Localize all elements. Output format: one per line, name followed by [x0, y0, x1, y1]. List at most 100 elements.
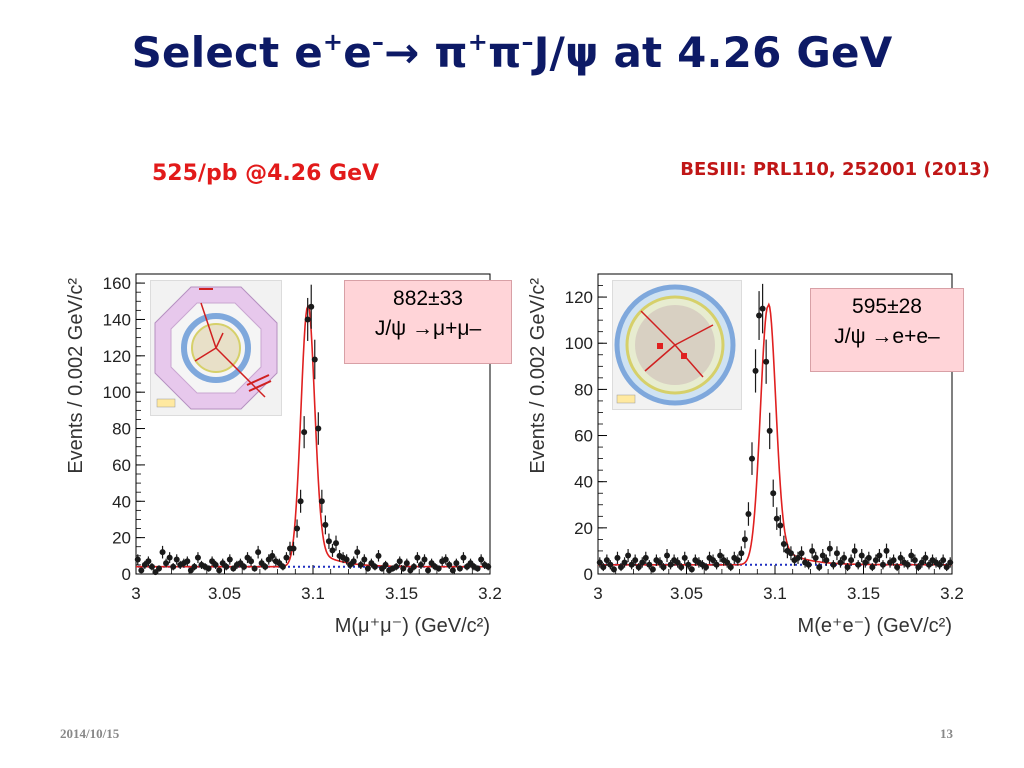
data-point	[614, 554, 621, 561]
data-point	[212, 561, 219, 568]
data-point	[403, 560, 410, 567]
data-point	[766, 427, 773, 434]
data-point	[890, 557, 897, 564]
mumu-signal-yield-box: 882±33 J/ψ →μ+μ–	[344, 280, 512, 364]
data-point	[294, 525, 301, 532]
reference-label: BESIII: PRL110, 252001 (2013)	[680, 159, 990, 180]
y-tick-label: 100	[103, 383, 131, 402]
y-tick-label: 120	[103, 347, 131, 366]
data-point	[442, 556, 449, 563]
data-point	[915, 564, 922, 571]
data-point	[702, 564, 709, 571]
data-point	[453, 560, 460, 567]
data-point	[393, 563, 400, 570]
y-axis-title: Events / 0.002 GeV/c²	[527, 278, 549, 474]
data-point	[485, 563, 492, 570]
round-event-display-icon	[612, 280, 742, 410]
y-tick-label: 40	[112, 492, 131, 511]
data-point	[897, 554, 904, 561]
data-point	[607, 561, 614, 568]
data-point	[223, 563, 230, 570]
x-tick-label: 3.1	[301, 584, 325, 603]
mumu-mass-plot: 0 20 40 60 80 100 120 140 160 3 3.05 3.1 3.15 3.2 M(μ⁺…	[62, 262, 512, 652]
x-tick-label: 3.05	[670, 584, 703, 603]
data-point	[410, 563, 417, 570]
data-point	[876, 552, 883, 559]
data-point	[148, 563, 155, 570]
data-point	[290, 545, 297, 552]
data-point	[456, 565, 463, 572]
data-point	[194, 554, 201, 561]
data-point	[163, 560, 170, 567]
data-point	[600, 564, 607, 571]
data-point	[745, 511, 752, 517]
y-tick-label: 120	[565, 288, 593, 307]
data-point	[311, 356, 318, 363]
mumu-signal-count: 882±33	[393, 287, 463, 310]
x-tick-label: 3.1	[763, 584, 787, 603]
data-point	[894, 564, 901, 571]
data-point	[862, 559, 869, 566]
data-point	[936, 561, 943, 568]
data-point	[240, 563, 247, 570]
x-tick-label: 3.2	[940, 584, 964, 603]
data-point	[632, 557, 639, 564]
data-point	[823, 557, 830, 564]
data-point	[255, 549, 262, 556]
data-point	[308, 303, 315, 310]
y-tick-label: 80	[112, 420, 131, 439]
data-point	[826, 545, 833, 552]
data-point	[628, 561, 635, 568]
data-point	[833, 550, 840, 557]
data-point	[354, 549, 361, 556]
data-point	[596, 559, 603, 566]
data-point	[184, 558, 191, 565]
data-point	[325, 538, 332, 545]
data-point	[649, 566, 656, 573]
data-point	[741, 536, 748, 543]
data-point	[798, 550, 805, 557]
octagon-event-display-icon	[150, 280, 282, 416]
data-point	[940, 557, 947, 564]
data-point	[251, 565, 258, 572]
data-point	[872, 557, 879, 564]
data-point	[865, 554, 872, 561]
data-point	[618, 564, 625, 571]
data-point	[710, 557, 717, 564]
data-point	[191, 563, 198, 570]
x-tick-label: 3.15	[847, 584, 880, 603]
data-point	[773, 515, 780, 522]
y-tick-label: 0	[584, 565, 593, 584]
data-point	[478, 556, 485, 563]
data-point	[763, 358, 770, 365]
data-point	[226, 556, 233, 563]
y-tick-label: 60	[574, 427, 593, 446]
data-point	[642, 554, 649, 561]
data-point	[435, 565, 442, 572]
title-sup: +	[322, 28, 344, 56]
data-point	[138, 567, 145, 574]
data-point	[166, 554, 173, 561]
x-tick-label: 3.15	[385, 584, 418, 603]
title-text: J/ψ at 4.26 GeV	[533, 28, 893, 77]
data-point	[610, 566, 617, 573]
data-point	[269, 552, 276, 559]
data-point	[396, 558, 403, 565]
ee-chart-svg: 0 20 40 60 80 100 120 3 3.05 3.1 3.15 3.2 M(e⁺e⁻) (G…	[527, 273, 964, 637]
data-point	[145, 558, 152, 565]
data-point	[333, 540, 340, 547]
data-point	[159, 549, 166, 556]
y-axis-title: Events / 0.002 GeV/c²	[65, 278, 87, 474]
data-point	[851, 547, 858, 554]
data-point	[301, 429, 308, 436]
data-point	[918, 559, 925, 566]
ee-signal-yield-box: 595±28 J/ψ →e+e–	[810, 288, 964, 372]
data-point	[315, 425, 322, 432]
ee-signal-count: 595±28	[852, 295, 922, 318]
mumu-chart-svg: 0 20 40 60 80 100 120 140 160 3 3.05 3.1 3.15 3.2 M(μ⁺…	[65, 273, 502, 637]
data-point	[922, 554, 929, 561]
title-text: Select e	[131, 28, 323, 77]
data-point	[216, 567, 223, 574]
data-point	[837, 559, 844, 566]
data-point	[421, 556, 428, 563]
